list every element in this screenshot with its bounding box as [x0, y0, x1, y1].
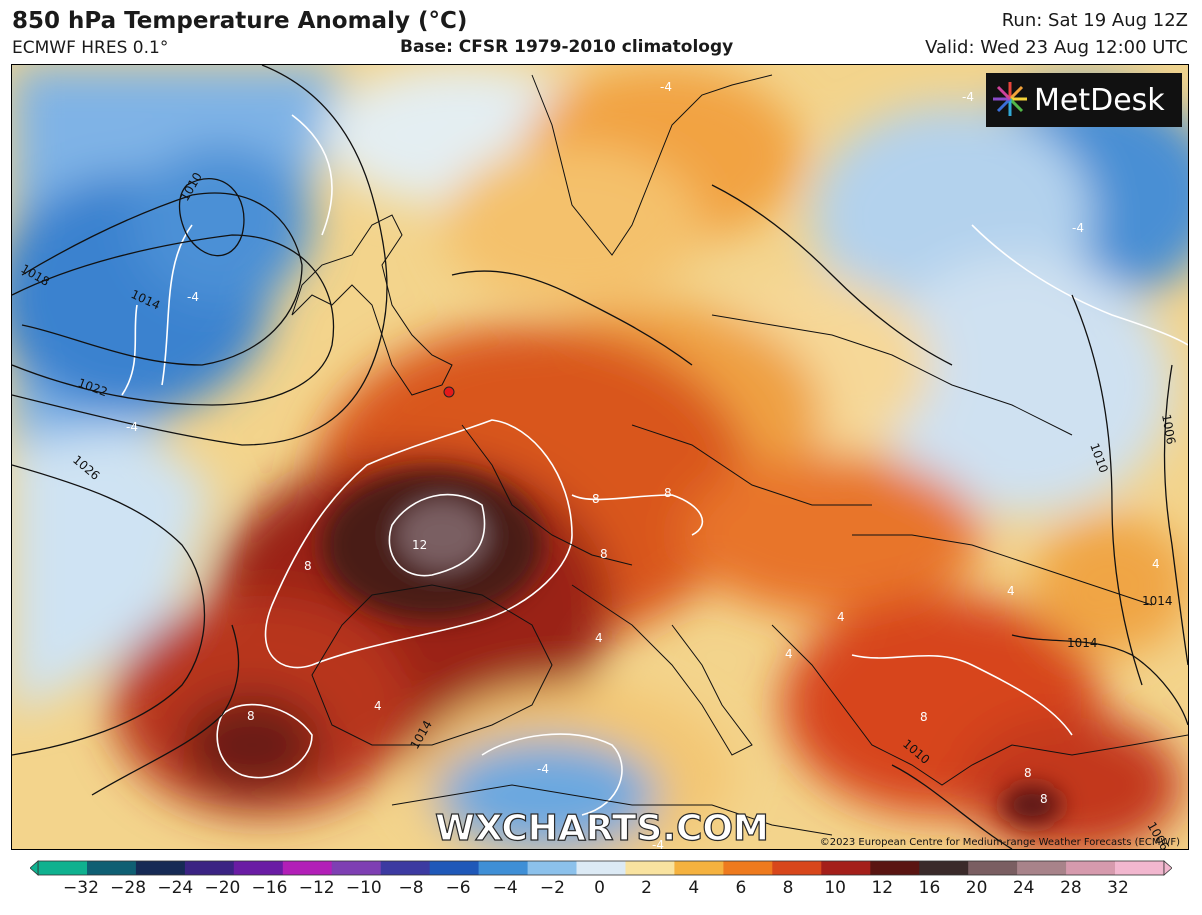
anomaly-label: 8 — [600, 547, 608, 561]
isobar-label: 1006 — [1159, 413, 1178, 446]
metdesk-logo-text: MetDesk — [1034, 83, 1165, 118]
colorbar-tick-label: 2 — [641, 878, 653, 898]
ecmwf-copyright: ©2023 European Centre for Medium-range W… — [820, 837, 1180, 848]
colorbar-tick-label: −12 — [298, 878, 335, 898]
metdesk-logo-icon — [993, 82, 1027, 116]
anomaly-label: -4 — [652, 838, 664, 849]
anomaly-label: 4 — [785, 647, 793, 661]
colorbar-cell — [625, 861, 676, 875]
metdesk-logo: MetDesk — [986, 73, 1182, 127]
colorbar-tick-label: 6 — [735, 878, 747, 898]
run-time-label: Run: Sat 19 Aug 12Z — [1001, 10, 1188, 31]
colorbar-cell — [1017, 861, 1067, 875]
colorbar-tick-label: 20 — [965, 878, 988, 898]
isobar-label: 1014 — [1067, 636, 1098, 650]
chart-title: 850 hPa Temperature Anomaly (°C) — [12, 8, 468, 34]
colorbar-cell — [723, 861, 773, 875]
colorbar-tick-label: −16 — [251, 878, 288, 898]
isobar-label: 1014 — [1142, 594, 1173, 608]
colorbar-cell — [1115, 861, 1165, 875]
wxcharts-watermark: WXCHARTS.COM — [435, 808, 769, 849]
colorbar-tick-label: −6 — [445, 878, 471, 898]
colorbar-cell — [233, 861, 284, 875]
colorbar-max-arrow — [1163, 860, 1172, 876]
anomaly-label: 8 — [247, 709, 255, 723]
colorbar-tick-label: −4 — [492, 878, 518, 898]
colorbar-tick-label: 12 — [871, 878, 894, 898]
anomaly-label: 8 — [1040, 792, 1048, 806]
colorbar-tick-label: 0 — [594, 878, 605, 898]
anomaly-label: 4 — [1152, 557, 1160, 571]
model-label: ECMWF HRES 0.1° — [12, 38, 169, 58]
anomaly-label: 4 — [1007, 584, 1015, 598]
colorbar-cell — [821, 861, 871, 875]
anomaly-label: -4 — [126, 420, 138, 434]
colorbar-cell — [674, 861, 724, 875]
anomaly-labels: -4 -4 -4 -4 -4 -4 -4 12 8 8 8 8 8 8 8 8 … — [126, 80, 1160, 849]
valid-time-label: Valid: Wed 23 Aug 12:00 UTC — [925, 37, 1188, 58]
colorbar-tick-label: −32 — [63, 878, 99, 898]
colorbar — [30, 860, 1172, 876]
isobars — [12, 65, 1188, 849]
colorbar-cell — [478, 861, 529, 875]
colorbar-cell — [38, 861, 88, 875]
colorbar-cell — [282, 861, 333, 875]
anomaly-label: -4 — [962, 90, 974, 104]
colorbar-tick-label: 10 — [824, 878, 847, 898]
colorbar-cell — [527, 861, 578, 875]
anomaly-label: 4 — [595, 631, 603, 645]
anomaly-label: 12 — [412, 538, 427, 552]
anomaly-label: 8 — [920, 710, 928, 724]
colorbar-tick-label: −10 — [345, 878, 382, 898]
location-marker — [443, 386, 455, 398]
climatology-base-label: Base: CFSR 1979-2010 climatology — [400, 37, 734, 57]
anomaly-map: 1010 1014 1018 1022 1026 1006 1010 1014 … — [11, 64, 1189, 850]
colorbar-tick-label: 28 — [1060, 878, 1082, 898]
anomaly-label: 8 — [664, 486, 672, 500]
colorbar-tick-label: 8 — [782, 878, 794, 898]
colorbar-cell — [772, 861, 822, 875]
colorbar-cells — [37, 860, 1165, 876]
colorbar-cell — [1066, 861, 1116, 875]
colorbar-cell — [380, 861, 431, 875]
colorbar-ticks: −32 −28 −24 −20 −16 −12 −10 −8 −6 −4 −2 0 2 4 6 8 10 12 16… — [0, 878, 1202, 908]
colorbar-cell — [576, 861, 627, 875]
coastlines — [291, 74, 1188, 836]
anomaly-field — [12, 65, 1188, 849]
anomaly-label: 8 — [1024, 766, 1032, 780]
anomaly-label: -4 — [187, 290, 199, 304]
colorbar-tick-label: 24 — [1012, 878, 1035, 898]
anomaly-label: -4 — [537, 762, 549, 776]
colorbar-cell — [331, 861, 382, 875]
colorbar-tick-label: −2 — [539, 878, 565, 898]
anomaly-label: -4 — [1072, 221, 1084, 235]
anomaly-contours — [121, 114, 1188, 816]
anomaly-label: 8 — [592, 492, 600, 506]
colorbar-cell — [870, 861, 920, 875]
colorbar-tick-label: −20 — [204, 878, 241, 898]
colorbar-tick-label: 32 — [1107, 878, 1129, 898]
anomaly-label: 4 — [837, 610, 845, 624]
colorbar-cell — [135, 861, 186, 875]
colorbar-tick-label: −28 — [110, 878, 147, 898]
colorbar-tick-label: 16 — [918, 878, 941, 898]
colorbar-cell — [184, 861, 235, 875]
colorbar-min-arrow — [30, 860, 39, 876]
anomaly-label: -4 — [660, 80, 672, 94]
colorbar-cell — [87, 861, 137, 875]
colorbar-tick-label: −8 — [398, 878, 424, 898]
colorbar-tick-label: 4 — [688, 878, 700, 898]
colorbar-cell — [968, 861, 1018, 875]
colorbar-cell — [919, 861, 969, 875]
colorbar-cell — [429, 861, 480, 875]
anomaly-label: 8 — [304, 559, 312, 573]
colorbar-tick-label: −24 — [157, 878, 194, 898]
anomaly-label: 4 — [374, 699, 382, 713]
